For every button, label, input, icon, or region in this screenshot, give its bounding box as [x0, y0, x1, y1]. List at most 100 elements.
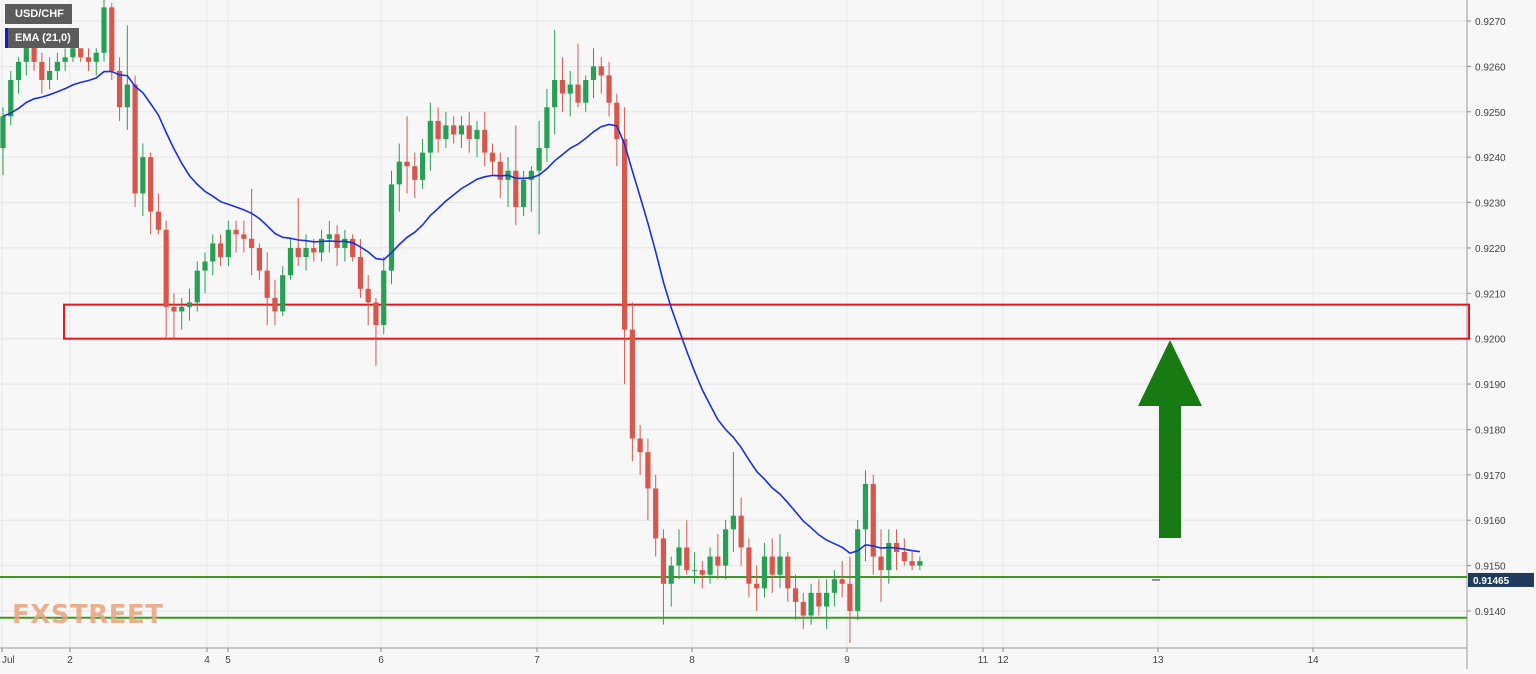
candle-body: [295, 247, 301, 257]
candle-body: [808, 592, 814, 616]
candle-body: [552, 80, 558, 108]
symbol-badge: USD/CHF: [5, 4, 72, 24]
candle-body: [513, 170, 519, 208]
candle: [761, 542, 768, 598]
candle: [404, 116, 410, 194]
candle: [186, 288, 193, 321]
candle-body: [350, 238, 356, 257]
candle-body: [699, 570, 705, 575]
candle: [660, 529, 667, 625]
candle: [132, 75, 138, 208]
candle-body: [831, 579, 837, 593]
candle-body: [730, 515, 736, 530]
candle: [62, 48, 68, 71]
y-tick-label: 0.9150: [1475, 562, 1506, 573]
candle: [917, 556, 923, 571]
candle: [15, 57, 22, 94]
candle-body: [839, 579, 845, 584]
candle-body: [878, 556, 884, 571]
candle-body: [575, 84, 581, 103]
candle-body: [777, 556, 783, 575]
candle-body: [39, 61, 45, 80]
candle: [412, 152, 418, 198]
candle-body: [202, 261, 208, 271]
x-tick-label: 7: [534, 655, 540, 666]
candle: [202, 252, 208, 294]
ema-layer: [2, 70, 921, 554]
candle-body: [901, 552, 907, 562]
candle-body: [606, 75, 612, 103]
candle: [124, 25, 130, 130]
y-tick-label: 0.9140: [1475, 607, 1506, 618]
candle: [295, 198, 301, 267]
candle-body: [0, 116, 6, 149]
candle-body: [676, 547, 682, 566]
candle-body: [855, 529, 861, 611]
candle: [699, 561, 705, 589]
candle: [653, 474, 659, 557]
candle: [388, 170, 395, 285]
candle: [163, 220, 169, 339]
candle: [723, 520, 729, 580]
candle: [101, 0, 107, 62]
candle-body: [660, 538, 667, 584]
candle-body: [629, 329, 635, 439]
candle-body: [847, 583, 853, 611]
candle-body: [668, 565, 674, 584]
candle-body: [816, 592, 822, 607]
candle-body: [78, 48, 84, 58]
candle: [482, 111, 488, 167]
candle: [287, 238, 294, 280]
candle: [396, 143, 402, 212]
candle-body: [256, 247, 263, 271]
candle-body: [381, 270, 387, 326]
x-tick-label: 14: [1307, 655, 1319, 666]
candle-body: [544, 107, 550, 149]
candle-body: [622, 139, 628, 330]
candle: [552, 30, 558, 135]
candle: [707, 547, 713, 584]
candle: [179, 297, 185, 330]
candle-body: [653, 488, 659, 539]
candle: [318, 229, 325, 262]
candle-body: [909, 561, 915, 566]
y-tick-label: 0.9250: [1475, 108, 1506, 119]
candle: [590, 48, 597, 99]
candle-body: [249, 238, 255, 248]
candle-body: [311, 247, 317, 253]
y-tick-label: 0.9160: [1475, 516, 1506, 527]
candle: [381, 257, 387, 335]
candle-body: [466, 125, 472, 139]
candle-body: [746, 547, 752, 584]
candle: [280, 266, 286, 316]
candle: [715, 533, 721, 580]
candle-body: [598, 66, 604, 76]
candle-body: [443, 125, 449, 139]
candle: [800, 592, 806, 630]
candle-body: [489, 152, 496, 162]
candle-body: [520, 179, 527, 208]
y-tick-label: 0.9230: [1475, 199, 1506, 210]
candle-body: [140, 157, 146, 194]
candle: [606, 61, 612, 117]
ema-line: [2, 70, 921, 554]
candle: [691, 552, 698, 584]
candle: [78, 48, 84, 62]
candle: [816, 579, 822, 616]
candle-body: [171, 306, 177, 312]
candle-body: [373, 302, 379, 326]
candle: [458, 116, 465, 149]
candle: [474, 120, 480, 158]
candle-body: [738, 515, 744, 548]
candle-body: [645, 452, 651, 489]
candle-body: [93, 52, 99, 62]
x-tick-label: 11: [978, 655, 989, 666]
candle: [47, 57, 53, 90]
axis-layer: 0.9140 0.9150 0.9160 0.9170 0.9180 0.9190 0.92…: [0, 0, 1506, 669]
candle: [427, 102, 433, 171]
y-tick-label: 0.9210: [1475, 289, 1506, 300]
y-tick-label: 0.9170: [1475, 471, 1506, 482]
candle-body: [54, 61, 60, 71]
candle-body: [116, 70, 123, 108]
